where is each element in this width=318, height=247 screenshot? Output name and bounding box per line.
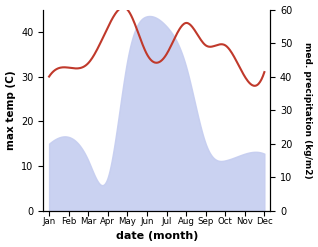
Y-axis label: max temp (C): max temp (C)	[5, 70, 16, 150]
Y-axis label: med. precipitation (kg/m2): med. precipitation (kg/m2)	[303, 42, 313, 178]
X-axis label: date (month): date (month)	[115, 231, 198, 242]
